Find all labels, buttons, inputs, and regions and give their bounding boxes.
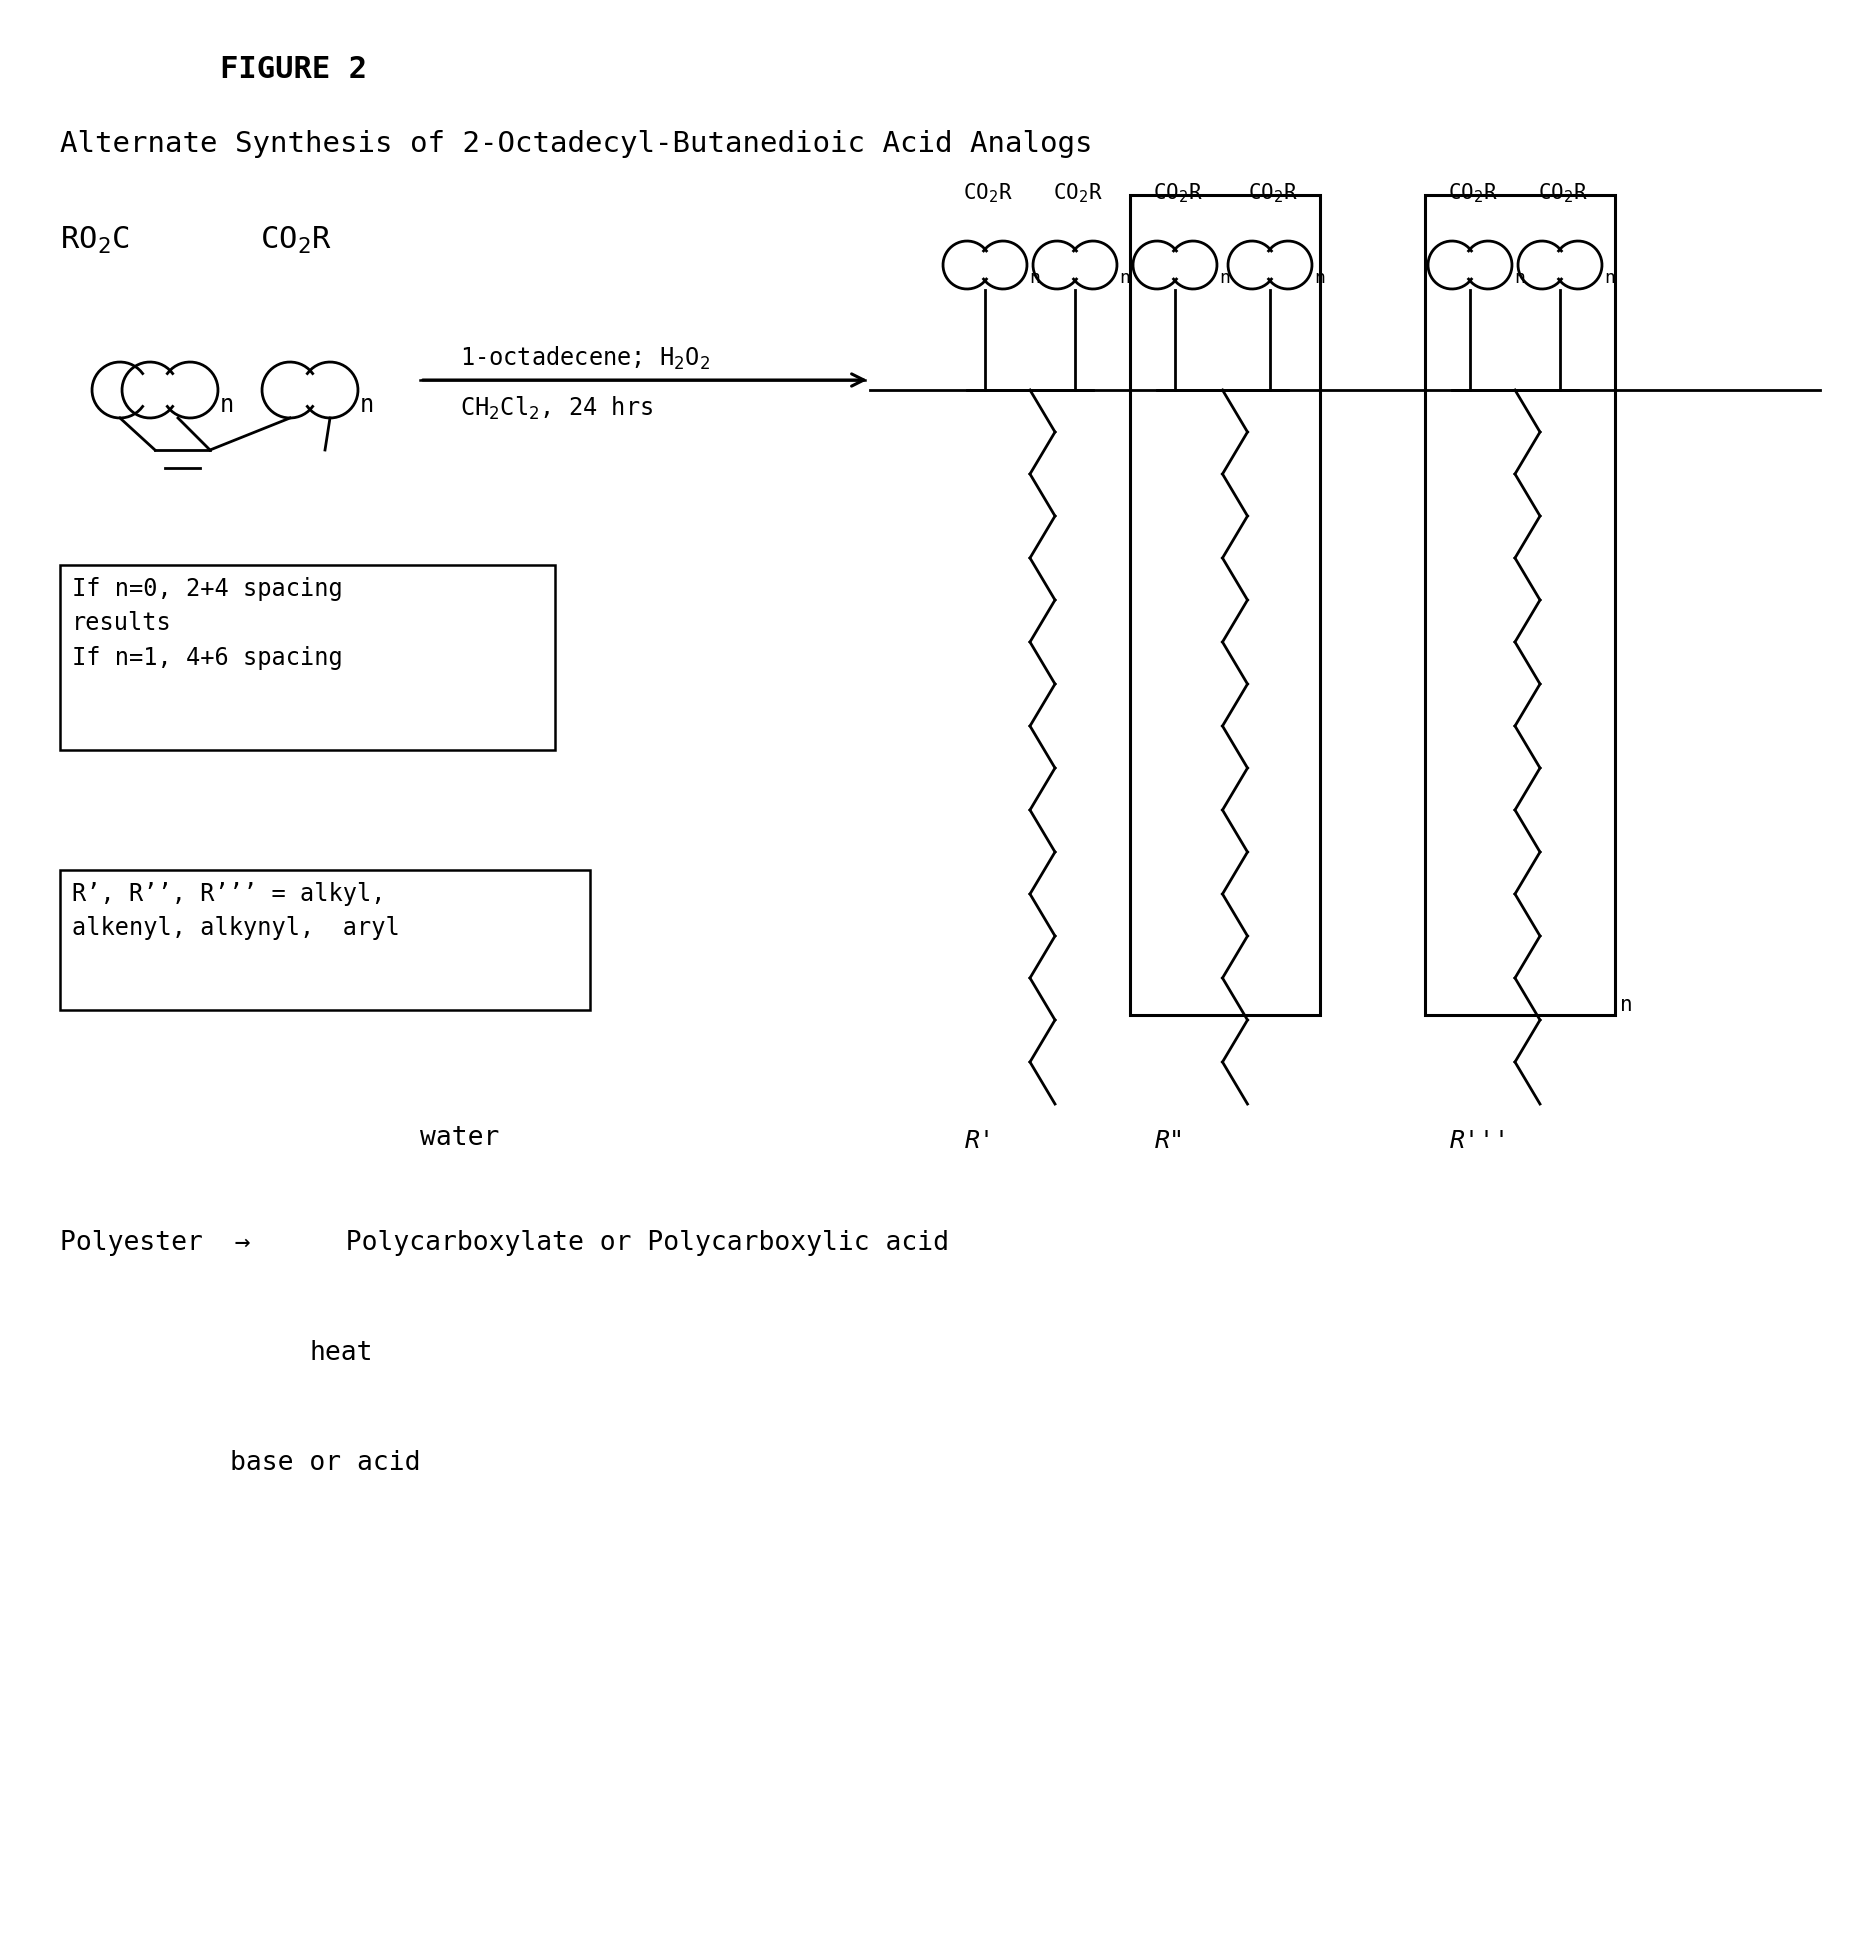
Text: water: water: [419, 1126, 499, 1151]
Text: n: n: [1621, 995, 1632, 1015]
Text: R''': R''': [1449, 1130, 1511, 1153]
Text: RO$_2$C: RO$_2$C: [60, 226, 130, 255]
Text: n: n: [1604, 269, 1615, 286]
Text: n: n: [360, 393, 374, 417]
Text: n: n: [1313, 269, 1325, 286]
Text: CO$_2$R: CO$_2$R: [261, 226, 332, 255]
Text: If n=0, 2+4 spacing
results
If n=1, 4+6 spacing: If n=0, 2+4 spacing results If n=1, 4+6 …: [73, 577, 343, 670]
Text: CO$_2$R: CO$_2$R: [1448, 181, 1498, 205]
Bar: [60, 871, 591, 1009]
Text: n: n: [220, 393, 235, 417]
Text: CO$_2$R: CO$_2$R: [1053, 181, 1103, 205]
Text: 1-octadecene; H$_2$O$_2$: 1-octadecene; H$_2$O$_2$: [460, 345, 710, 372]
Bar: [60, 565, 555, 750]
Text: Polyester  →      Polycarboxylate or Polycarboxylic acid: Polyester → Polycarboxylate or Polycarbo…: [60, 1229, 948, 1256]
Text: R’, R’’, R’’’ = alkyl,
alkenyl, alkynyl,  aryl: R’, R’’, R’’’ = alkyl, alkenyl, alkynyl,…: [73, 882, 401, 941]
Text: n: n: [1515, 269, 1526, 286]
Text: CO$_2$R: CO$_2$R: [1248, 181, 1299, 205]
Text: base or acid: base or acid: [229, 1449, 421, 1477]
Text: heat: heat: [309, 1340, 373, 1366]
Text: n: n: [1120, 269, 1129, 286]
Bar: [1425, 195, 1615, 1015]
Text: Alternate Synthesis of 2-Octadecyl-Butanedioic Acid Analogs: Alternate Synthesis of 2-Octadecyl-Butan…: [60, 131, 1092, 158]
Text: CO$_2$R: CO$_2$R: [963, 181, 1013, 205]
Text: n: n: [1028, 269, 1040, 286]
Text: CH$_2$Cl$_2$, 24 hrs: CH$_2$Cl$_2$, 24 hrs: [460, 395, 654, 423]
Text: CO$_2$R: CO$_2$R: [1153, 181, 1203, 205]
Text: n: n: [1218, 269, 1230, 286]
Text: R": R": [1155, 1130, 1185, 1153]
Text: FIGURE 2: FIGURE 2: [220, 55, 367, 84]
Text: R': R': [965, 1130, 995, 1153]
Text: CO$_2$R: CO$_2$R: [1539, 181, 1587, 205]
Bar: [1131, 195, 1321, 1015]
